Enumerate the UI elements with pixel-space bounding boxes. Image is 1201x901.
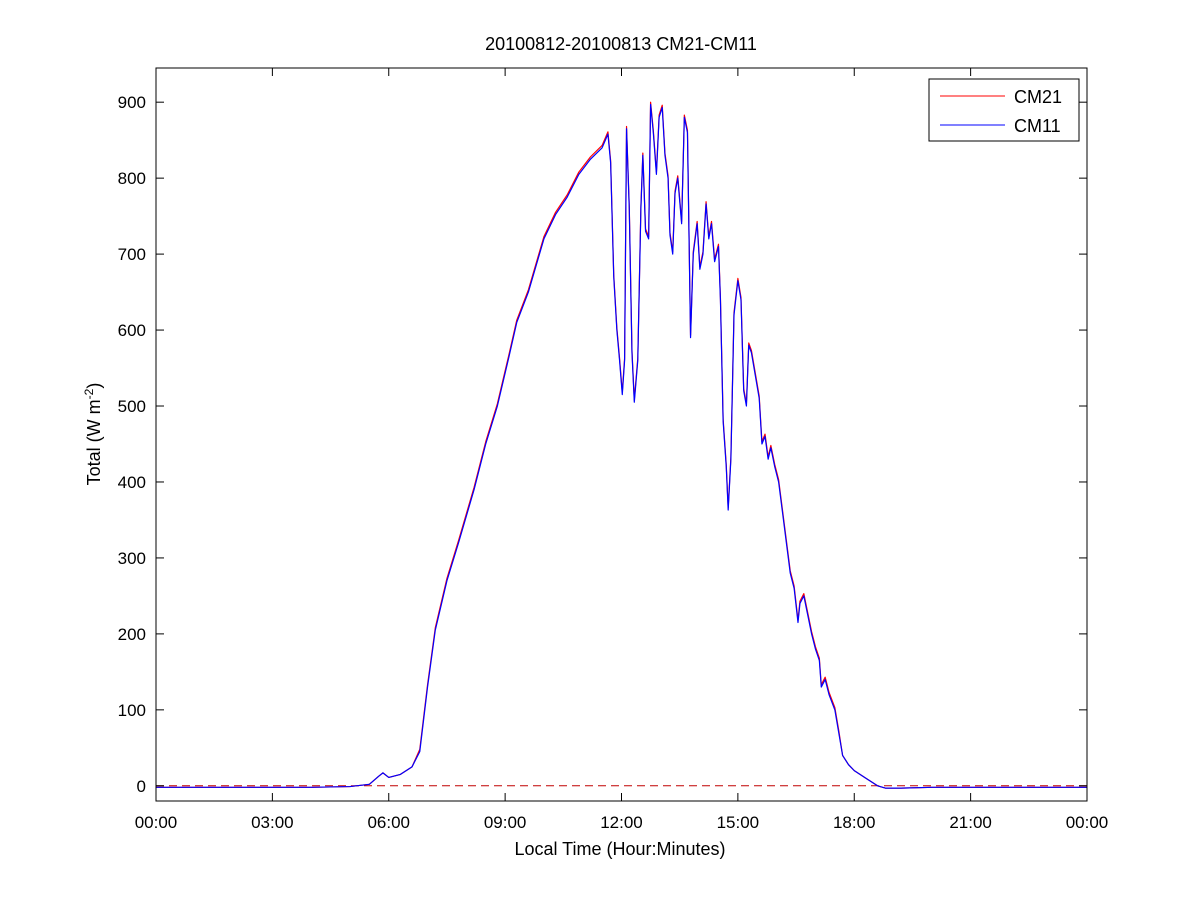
legend: CM21 CM11: [928, 78, 1080, 142]
x-axis-title: Local Time (Hour:Minutes): [514, 839, 725, 859]
x-tick-label: 03:00: [251, 813, 294, 832]
legend-box: [928, 78, 1080, 142]
chart-title: 20100812-20100813 CM21-CM11: [485, 34, 757, 54]
y-tick-label: 900: [118, 93, 146, 112]
y-axis-title-superscript: -2: [82, 388, 96, 399]
y-tick-label: 800: [118, 169, 146, 188]
series-line-cm11: [156, 103, 1087, 789]
x-tick-label: 00:00: [135, 813, 178, 832]
plot-frame: [155, 67, 1088, 802]
x-axis: 00:00 03:00 06:00 09:00 12:00 15:00 18:00 21:00…: [135, 68, 1109, 832]
y-axis-title-base: Total (W m: [84, 399, 104, 485]
x-tick-label: 00:00: [1066, 813, 1109, 832]
y-axis: 0 100 200 300 400 500 600 700 800 900: [118, 93, 1087, 796]
y-tick-label: 400: [118, 473, 146, 492]
x-tick-label: 06:00: [367, 813, 410, 832]
y-tick-label: 300: [118, 549, 146, 568]
y-tick-label: 0: [137, 777, 146, 796]
y-tick-label: 200: [118, 625, 146, 644]
y-tick-label: 100: [118, 701, 146, 720]
legend-label-cm11: CM11: [1014, 116, 1061, 136]
y-tick-label: 700: [118, 245, 146, 264]
y-tick-label: 500: [118, 397, 146, 416]
y-axis-title-close: ): [84, 383, 104, 389]
x-tick-label: 09:00: [484, 813, 527, 832]
y-axis-title: Total (W m-2): [82, 383, 104, 486]
y-tick-label: 600: [118, 321, 146, 340]
x-tick-label: 18:00: [833, 813, 876, 832]
x-tick-label: 15:00: [717, 813, 760, 832]
series-line-cm21: [156, 101, 1087, 789]
x-tick-label: 12:00: [600, 813, 643, 832]
legend-label-cm21: CM21: [1014, 87, 1062, 107]
x-tick-label: 21:00: [949, 813, 992, 832]
